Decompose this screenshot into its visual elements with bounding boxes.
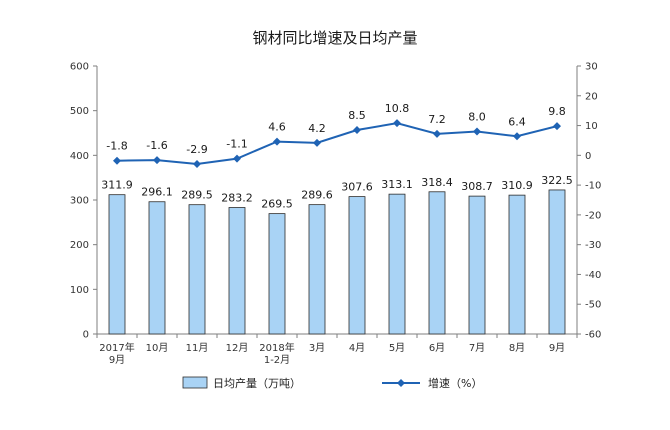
right-axis-tick-label: -10 <box>585 181 601 192</box>
growth-series-line <box>116 122 558 165</box>
left-axis-tick-label: 400 <box>70 151 89 162</box>
legend-bar-swatch <box>182 376 208 389</box>
bar <box>188 204 206 335</box>
bar-value-label: 307.6 <box>341 181 373 194</box>
bar <box>348 196 366 335</box>
x-axis-tick-label: 3月 <box>309 342 325 354</box>
growth-point-marker <box>193 159 201 168</box>
growth-value-label: -1.1 <box>226 138 247 151</box>
growth-point-marker <box>153 156 161 165</box>
growth-value-label: 6.4 <box>508 115 526 128</box>
bar-value-label: 322.5 <box>541 174 573 187</box>
growth-point-marker <box>513 132 521 141</box>
right-axis-tick-label: -50 <box>585 300 601 311</box>
x-axis-tick-label: 2017年 9月 <box>99 341 134 366</box>
x-axis-tick-label: 11月 <box>186 342 209 354</box>
bars <box>108 189 566 335</box>
right-axis-tick-label: -40 <box>585 270 601 281</box>
growth-point-marker <box>113 156 121 165</box>
x-axis-tick-label: 2018年 1-2月 <box>259 341 294 366</box>
bar <box>508 194 526 335</box>
bar <box>228 207 246 335</box>
right-axis-tick-label: -30 <box>585 240 601 251</box>
growth-value-label: -1.6 <box>146 139 167 152</box>
growth-value-label: 10.8 <box>385 102 410 115</box>
bar-value-label: 269.5 <box>261 198 293 211</box>
right-axis-tick-label: 0 <box>585 151 591 162</box>
legend: 日均产量（万吨） 增速（%） <box>182 376 482 390</box>
growth-value-label: -2.9 <box>186 143 207 156</box>
growth-line <box>113 119 561 168</box>
x-axis-tick-label: 10月 <box>146 342 169 354</box>
left-axis-tick-label: 100 <box>70 285 89 296</box>
x-axis-tick-label: 7月 <box>469 342 485 354</box>
bar-value-label: 313.1 <box>381 178 413 191</box>
bar-value-label: 289.6 <box>301 189 333 202</box>
bar-value-label: 296.1 <box>141 186 173 199</box>
x-axis-tick-label: 5月 <box>389 342 405 354</box>
bar-value-label: 311.9 <box>101 179 133 192</box>
chart-title: 钢材同比增速及日均产量 <box>252 29 417 47</box>
axes: 0 100 200 300 400 500 600 -60 -50 -40 -30 -20 -10 0 10… <box>70 62 601 367</box>
bar-value-label: 289.5 <box>181 189 213 202</box>
bar <box>308 204 326 335</box>
x-axis-tick-label: 6月 <box>429 342 445 354</box>
growth-value-label: 9.8 <box>548 105 566 118</box>
growth-point-marker <box>313 138 321 147</box>
bar-value-label: 283.2 <box>221 192 253 205</box>
bar <box>468 195 486 335</box>
left-axis-tick-label: 200 <box>70 240 89 251</box>
x-axis-tick-label: 8月 <box>509 342 525 354</box>
legend-line-marker <box>397 379 405 387</box>
growth-point-marker <box>553 122 561 131</box>
growth-point-marker <box>233 154 241 163</box>
bar-value-label: 318.4 <box>421 176 453 189</box>
right-axis-tick-label: -60 <box>585 330 601 341</box>
growth-point-marker <box>393 119 401 128</box>
bar <box>428 191 446 335</box>
legend-bar-label: 日均产量（万吨） <box>213 376 301 390</box>
left-axis-tick-label: 0 <box>83 330 89 341</box>
left-axis-tick-label: 600 <box>70 62 89 73</box>
bar <box>108 194 126 335</box>
bar <box>148 201 166 335</box>
growth-value-label: 7.2 <box>428 113 446 126</box>
legend-line-label: 增速（%） <box>428 376 482 390</box>
bar <box>388 193 406 335</box>
bar <box>268 213 286 335</box>
growth-value-label: 4.6 <box>268 121 286 134</box>
growth-point-marker <box>353 126 361 135</box>
x-axis-tick-label: 12月 <box>226 342 249 354</box>
data-labels: 311.9 296.1 289.5 283.2 269.5 289.6 307.6 313.1… <box>101 102 573 210</box>
right-axis-tick-label: 20 <box>585 91 598 102</box>
bar-value-label: 310.9 <box>501 179 533 192</box>
growth-value-label: 8.0 <box>468 111 486 124</box>
growth-value-label: 4.2 <box>308 122 326 135</box>
right-axis-tick-label: 10 <box>585 121 598 132</box>
growth-value-label: 8.5 <box>348 109 366 122</box>
growth-point-marker <box>433 129 441 138</box>
left-axis-tick-label: 500 <box>70 106 89 117</box>
bar <box>548 189 566 335</box>
right-axis-tick-label: -20 <box>585 210 601 221</box>
growth-point-marker <box>473 127 481 136</box>
bar-value-label: 308.7 <box>461 180 493 193</box>
x-axis-tick-label: 9月 <box>549 342 565 354</box>
left-axis-tick-label: 300 <box>70 196 89 207</box>
growth-value-label: -1.8 <box>106 140 127 153</box>
right-axis-tick-label: 30 <box>585 62 598 73</box>
x-axis-tick-label: 4月 <box>349 342 365 354</box>
growth-point-marker <box>273 137 281 146</box>
